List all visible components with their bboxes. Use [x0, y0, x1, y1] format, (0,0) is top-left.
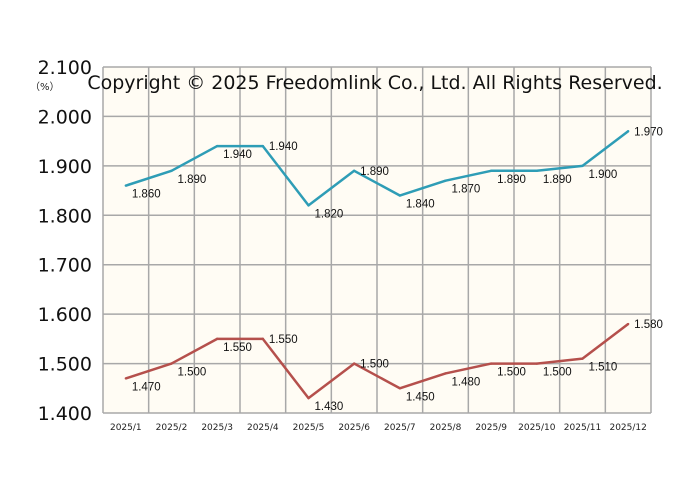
data-label: 1.970 — [634, 126, 663, 138]
y-tick-label: 1.600 — [38, 304, 92, 326]
x-tick-label: 2025/11 — [564, 423, 601, 433]
data-point — [170, 169, 173, 172]
data-label: 1.900 — [589, 169, 618, 181]
series-line-lower — [125, 323, 629, 400]
data-label: 1.470 — [132, 381, 161, 393]
y-tick-label: 1.800 — [38, 205, 92, 227]
data-label: 1.500 — [178, 367, 207, 379]
data-point — [215, 337, 219, 341]
data-point — [261, 144, 265, 148]
data-label: 1.580 — [634, 319, 663, 331]
data-label: 1.500 — [360, 359, 389, 371]
data-label: 1.890 — [543, 174, 572, 186]
data-point — [261, 337, 265, 341]
data-point — [444, 179, 447, 182]
x-tick-label: 2025/12 — [609, 423, 646, 433]
y-tick-label: 1.400 — [38, 403, 92, 425]
x-tick-label: 2025/2 — [156, 423, 188, 433]
x-tick-label: 2025/9 — [475, 423, 507, 433]
y-tick-label: 1.500 — [38, 354, 92, 376]
data-label: 1.550 — [223, 342, 252, 354]
data-point — [535, 362, 539, 365]
x-tick-label: 2025/7 — [384, 423, 416, 433]
data-label: 1.940 — [269, 141, 298, 153]
data-label: 1.430 — [315, 401, 344, 413]
copyright-watermark: Copyright © 2025 Freedomlink Co., Ltd. A… — [87, 72, 662, 94]
data-point — [398, 194, 402, 197]
data-label: 1.500 — [543, 367, 572, 379]
x-tick-label: 2025/1 — [110, 423, 142, 433]
data-point — [626, 130, 630, 133]
data-point — [124, 184, 128, 187]
data-point — [398, 387, 402, 390]
y-tick-label: 2.100 — [38, 57, 92, 79]
x-tick-label: 2025/10 — [518, 423, 556, 433]
data-label: 1.450 — [406, 391, 435, 403]
data-label: 1.870 — [452, 184, 481, 196]
data-label: 1.820 — [315, 208, 344, 220]
data-point — [170, 362, 173, 365]
x-tick-label: 2025/4 — [247, 423, 279, 433]
y-tick-label: 1.700 — [38, 255, 92, 277]
unit-label: （%） — [30, 81, 60, 93]
data-point — [352, 362, 356, 365]
data-label: 1.890 — [178, 174, 207, 186]
data-label: 1.550 — [269, 334, 298, 346]
x-tick-label: 2025/6 — [338, 423, 370, 433]
data-point — [626, 322, 630, 326]
data-point — [307, 396, 310, 400]
data-point — [581, 164, 584, 168]
x-tick-label: 2025/3 — [201, 423, 233, 433]
data-label: 1.890 — [360, 166, 389, 178]
data-point — [352, 169, 356, 172]
data-point — [535, 169, 539, 172]
data-point — [307, 204, 310, 207]
data-label: 1.510 — [589, 362, 618, 374]
data-point — [489, 362, 493, 365]
data-label: 1.940 — [223, 149, 252, 161]
x-tick-label: 2025/8 — [430, 423, 462, 433]
data-point — [581, 357, 584, 360]
data-label: 1.840 — [406, 199, 435, 211]
x-tick-label: 2025/5 — [293, 423, 325, 433]
data-point — [489, 169, 493, 172]
y-tick-label: 2.000 — [38, 106, 92, 128]
data-point — [124, 377, 128, 380]
data-point — [215, 144, 219, 148]
data-label: 1.480 — [452, 376, 481, 388]
data-point — [444, 372, 447, 375]
data-label: 1.890 — [497, 174, 526, 186]
data-label: 1.860 — [132, 189, 161, 201]
data-label: 1.500 — [497, 367, 526, 379]
y-tick-label: 1.900 — [38, 156, 92, 178]
series-line-upper — [125, 130, 629, 207]
